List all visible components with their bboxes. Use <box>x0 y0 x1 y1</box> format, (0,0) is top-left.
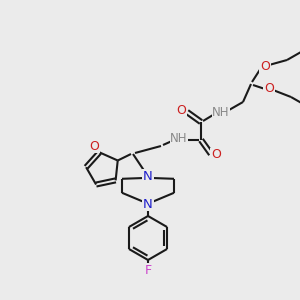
Text: O: O <box>176 103 186 116</box>
Text: O: O <box>260 59 270 73</box>
Text: O: O <box>211 148 221 161</box>
Text: N: N <box>143 197 153 211</box>
Text: N: N <box>143 169 153 182</box>
Text: O: O <box>89 140 99 153</box>
Text: NH: NH <box>212 106 230 118</box>
Text: NH: NH <box>170 131 188 145</box>
Text: O: O <box>264 82 274 95</box>
Text: F: F <box>144 263 152 277</box>
